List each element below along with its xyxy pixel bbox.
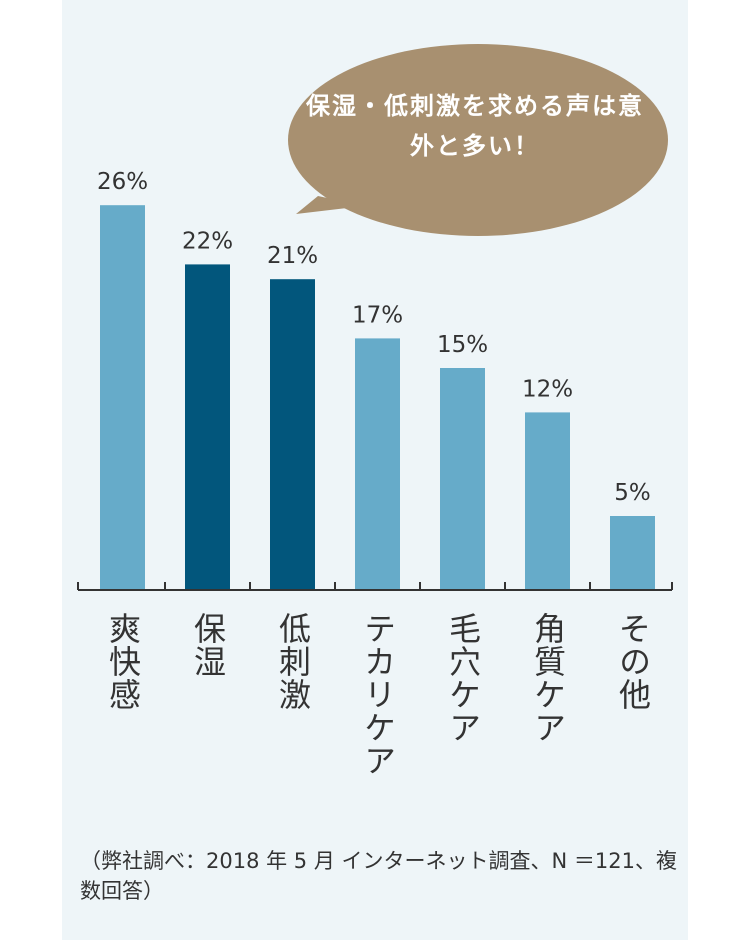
- bar-3: [270, 279, 315, 590]
- category-label: 保湿: [189, 612, 227, 678]
- category-label: 毛穴ケア: [444, 612, 482, 744]
- bar-value-label: 21%: [267, 243, 318, 269]
- callout-bubble: [288, 44, 668, 236]
- bar-2: [185, 264, 230, 590]
- bar-value-label: 17%: [352, 302, 403, 328]
- category-label: 爽快感: [104, 612, 142, 711]
- category-label: テカリケア: [359, 612, 397, 777]
- bar-value-label: 26%: [97, 169, 148, 195]
- bar-7: [610, 516, 655, 590]
- bar-value-label: 22%: [182, 228, 233, 254]
- category-label: 角質ケア: [529, 612, 567, 744]
- bar-6: [525, 412, 570, 590]
- footnote: （弊社調べ：2018 年 5 月 インターネット調査、N ＝121、複数回答）: [80, 849, 677, 903]
- bar-5: [440, 368, 485, 590]
- bar-value-label: 12%: [522, 376, 573, 402]
- bar-value-label: 15%: [437, 332, 488, 358]
- category-label: その他: [614, 612, 652, 711]
- callout-text: 保湿・低刺激を求める声は意外と多い！: [306, 92, 644, 160]
- bar-value-label: 5%: [614, 480, 651, 506]
- bar-1: [100, 205, 145, 590]
- category-label: 低刺激: [274, 612, 312, 711]
- x-axis: [77, 582, 673, 591]
- bar-4: [355, 338, 400, 590]
